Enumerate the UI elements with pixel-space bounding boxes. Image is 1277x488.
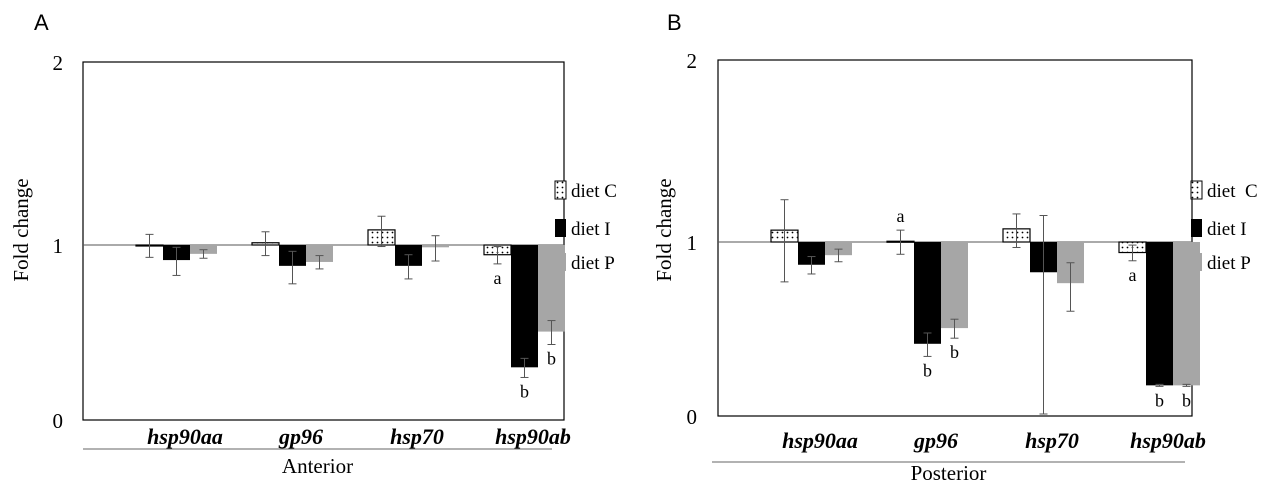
category-label: hsp90aa bbox=[147, 424, 223, 449]
y-tick-label: 2 bbox=[687, 49, 698, 73]
legend-swatch bbox=[1191, 253, 1202, 271]
bar-gp96-diet-p bbox=[941, 242, 968, 329]
significance-letter: b bbox=[923, 360, 932, 380]
category-label: gp96 bbox=[278, 424, 323, 449]
legend-label: diet I bbox=[1207, 219, 1247, 240]
significance-letter: a bbox=[897, 206, 905, 226]
y-tick-label: 0 bbox=[687, 405, 698, 429]
bar-hsp90aa-diet-i bbox=[798, 242, 825, 265]
legend-swatch bbox=[555, 253, 566, 271]
category-label: hsp70 bbox=[1025, 428, 1079, 453]
significance-letter: b bbox=[950, 342, 959, 362]
legend-label: diet P bbox=[1207, 253, 1251, 274]
significance-letter: b bbox=[1182, 390, 1191, 410]
significance-letter: b bbox=[1155, 390, 1164, 410]
group-label: Posterior bbox=[911, 461, 987, 485]
category-label: hsp90ab bbox=[1130, 428, 1206, 453]
bar-gp96-diet-p bbox=[306, 245, 333, 262]
y-tick-label: 1 bbox=[53, 234, 64, 258]
y-axis-label: Fold change bbox=[652, 178, 676, 281]
category-label: hsp90aa bbox=[782, 428, 858, 453]
significance-letter: b bbox=[520, 381, 529, 401]
legend-swatch bbox=[554, 180, 567, 200]
significance-letter: a bbox=[1129, 265, 1137, 285]
y-tick-label: 0 bbox=[53, 409, 64, 433]
y-axis-label: Fold change bbox=[9, 178, 33, 281]
category-label: gp96 bbox=[913, 428, 958, 453]
bar-hsp90ab-diet-i bbox=[1146, 242, 1173, 386]
bar-gp96-diet-i bbox=[914, 242, 941, 344]
category-label: hsp70 bbox=[390, 424, 444, 449]
legend-label: diet I bbox=[571, 219, 611, 240]
plot-frame bbox=[82, 61, 565, 421]
legend-label: diet C bbox=[571, 181, 617, 202]
y-tick-label: 1 bbox=[687, 231, 698, 255]
bar-hsp90ab-diet-i bbox=[511, 245, 538, 368]
y-tick-label: 2 bbox=[53, 51, 64, 75]
legend-swatch bbox=[555, 219, 566, 237]
significance-letter: a bbox=[494, 268, 502, 288]
legend-label: diet P bbox=[571, 253, 615, 274]
panel-letter: A bbox=[34, 10, 49, 35]
legend-swatch bbox=[1190, 180, 1203, 200]
plot-frame bbox=[717, 59, 1193, 417]
category-label: hsp90ab bbox=[495, 424, 571, 449]
bar-hsp90aa-diet-p bbox=[825, 242, 852, 256]
panel-letter: B bbox=[667, 10, 682, 35]
legend-swatch bbox=[1191, 219, 1202, 237]
group-label: Anterior bbox=[282, 454, 353, 478]
panel-a: A 0 1 2 Fold change hsp90aa gp96 hsp70 a bb hsp90a… bbox=[9, 10, 617, 478]
legend-label: diet C bbox=[1207, 181, 1258, 202]
significance-letter: b bbox=[547, 349, 556, 369]
